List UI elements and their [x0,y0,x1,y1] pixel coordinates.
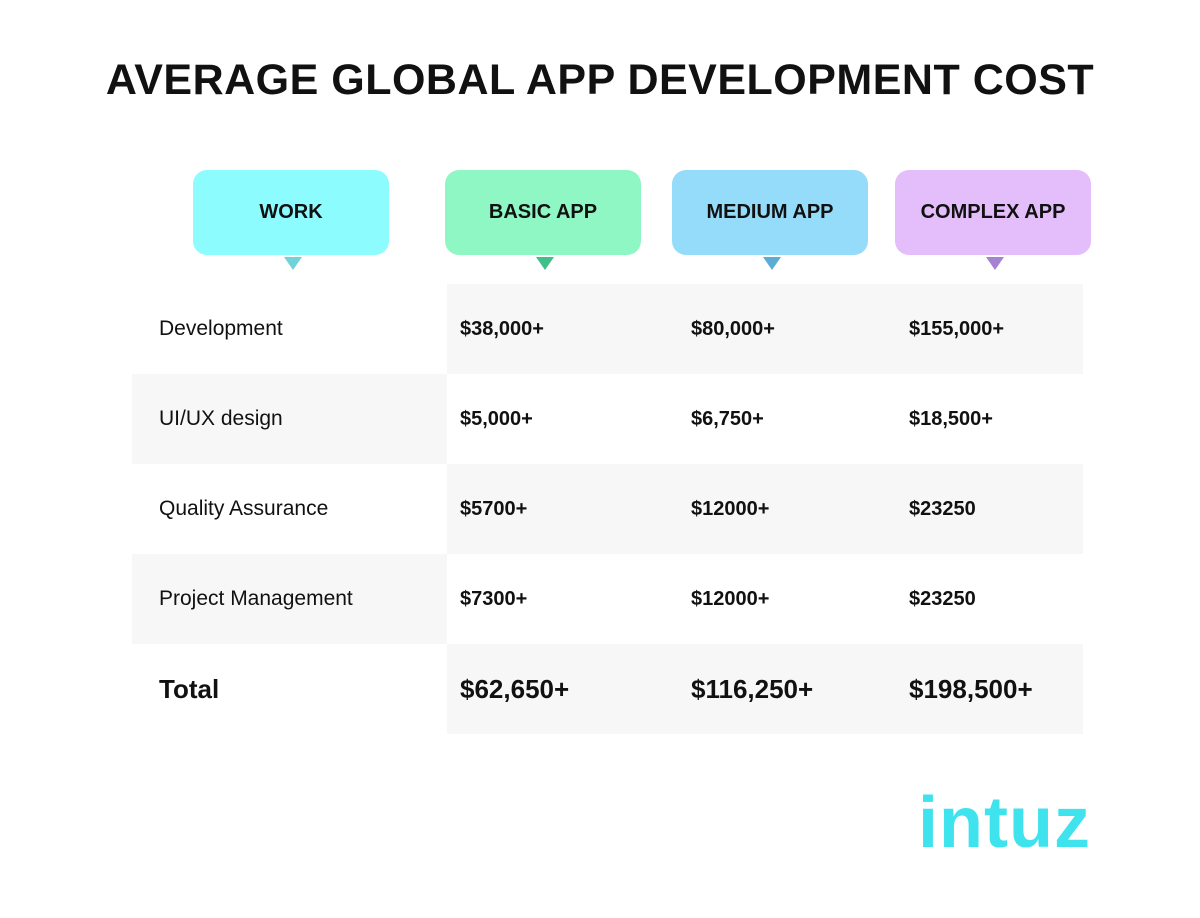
cell-value: $18,500+ [909,407,993,430]
header: COMPLEX APP [895,170,1091,255]
row-label: Total [159,673,220,704]
cell-value: $62,650+ [447,644,680,734]
header: BASIC APP [445,170,641,255]
header: MEDIUM APP [672,170,868,255]
cell-value: $12000+ [691,587,770,610]
cell-value: $198,500+ [898,644,1083,734]
cell-value: $155,000+ [898,284,1083,374]
cell-value: $5,000+ [460,407,533,430]
pointer [284,257,302,270]
row-label: Project Management [132,554,447,644]
cell-value: $12000+ [680,464,898,554]
pointer [536,257,554,270]
cell-value: $116,250+ [680,644,898,734]
logo: intuz [918,783,1091,863]
cell-value: $23250 [909,587,976,610]
row-label: UI/UX design [132,374,447,464]
row-label: Development [159,317,283,340]
cell-value: $80,000+ [680,284,898,374]
title: AVERAGE GLOBAL APP DEVELOPMENT COST [105,56,1095,104]
pointer [763,257,781,270]
cell-value: $6,750+ [691,407,764,430]
cell-value: $38,000+ [447,284,680,374]
pointer [986,257,1004,270]
header: WORK [193,170,389,255]
row-label: Quality Assurance [159,497,329,520]
cell-value: $5700+ [447,464,680,554]
cell-value: $7300+ [460,587,528,610]
cell-value: $23250 [898,464,1083,554]
